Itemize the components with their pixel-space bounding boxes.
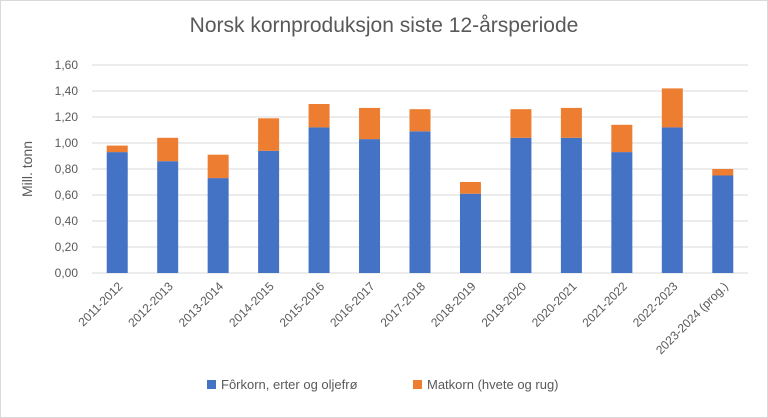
x-tick-label: 2011-2012 [76, 279, 126, 329]
x-tick-label: 2014-2015 [226, 279, 277, 330]
legend-label: Fôrkorn, erter og oljefrø [221, 377, 358, 392]
y-tick-label: 1,60 [55, 58, 79, 72]
y-tick-label: 1,00 [55, 136, 79, 150]
y-axis-label: Mill. tonn [19, 141, 35, 197]
bar-segment-forkorn [459, 193, 481, 273]
bar-segment-forkorn [409, 131, 431, 273]
x-tick-label: 2018-2019 [428, 279, 479, 330]
bar-segment-forkorn [510, 137, 532, 273]
bar-segment-matkorn [308, 104, 330, 128]
y-tick-labels: 0,00 0,20 0,40 0,60 0,80 1,00 1,20 1,40 1,60 [55, 58, 79, 280]
bar-segment-matkorn [106, 145, 128, 153]
bar-segment-matkorn [459, 182, 481, 194]
y-tick-label: 0,20 [55, 240, 79, 254]
bar-segment-matkorn [712, 169, 734, 176]
bar-segment-forkorn [106, 152, 128, 273]
x-tick-label: 2020-2021 [529, 279, 580, 330]
x-tick-label: 2012-2013 [125, 279, 176, 330]
legend: Fôrkorn, erter og oljefrø Matkorn (hvete … [207, 377, 559, 392]
bar-segment-forkorn [308, 127, 330, 274]
y-tick-label: 0,60 [55, 188, 79, 202]
bar-segment-forkorn [258, 150, 280, 273]
x-tick-label: 2015-2016 [277, 279, 328, 330]
bar-segment-forkorn [712, 175, 734, 273]
x-tick-label: 2022-2023 [630, 279, 681, 330]
y-tick-label: 0,40 [55, 214, 79, 228]
bar-segment-matkorn [560, 107, 582, 138]
x-tick-label: 2016-2017 [327, 279, 378, 330]
bar-segment-matkorn [359, 107, 381, 140]
bar-segment-forkorn [359, 139, 381, 273]
bar-segment-matkorn [157, 137, 179, 162]
bar-segment-matkorn [661, 88, 683, 128]
bar-segment-forkorn [207, 178, 229, 273]
bar-segment-matkorn [409, 109, 431, 132]
x-tick-labels: 2011-2012 2012-2013 2013-2014 2014-2015 2015… [76, 279, 731, 357]
x-tick-label: 2013-2014 [176, 279, 227, 330]
x-tick-label: 2021-2022 [579, 279, 630, 330]
y-tick-label: 1,20 [55, 110, 79, 124]
bar-segment-matkorn [258, 118, 280, 151]
x-tick-label: 2019-2020 [479, 279, 530, 330]
bar-segment-matkorn [510, 109, 532, 138]
legend-swatch [413, 380, 422, 389]
bar-segment-matkorn [207, 154, 229, 179]
chart-title: Norsk kornproduksjon siste 12-årsperiode [189, 14, 579, 37]
x-tick-label: 2017-2018 [378, 279, 429, 330]
y-tick-label: 0,80 [55, 162, 79, 176]
y-tick-label: 0,00 [55, 266, 79, 280]
bar-segment-forkorn [157, 161, 179, 273]
bars [106, 88, 734, 274]
legend-label: Matkorn (hvete og rug) [427, 377, 559, 392]
y-tick-label: 1,40 [55, 84, 79, 98]
legend-swatch [207, 380, 216, 389]
bar-segment-forkorn [661, 127, 683, 274]
bar-segment-forkorn [611, 152, 633, 273]
bar-segment-matkorn [611, 124, 633, 153]
bar-segment-forkorn [560, 137, 582, 273]
